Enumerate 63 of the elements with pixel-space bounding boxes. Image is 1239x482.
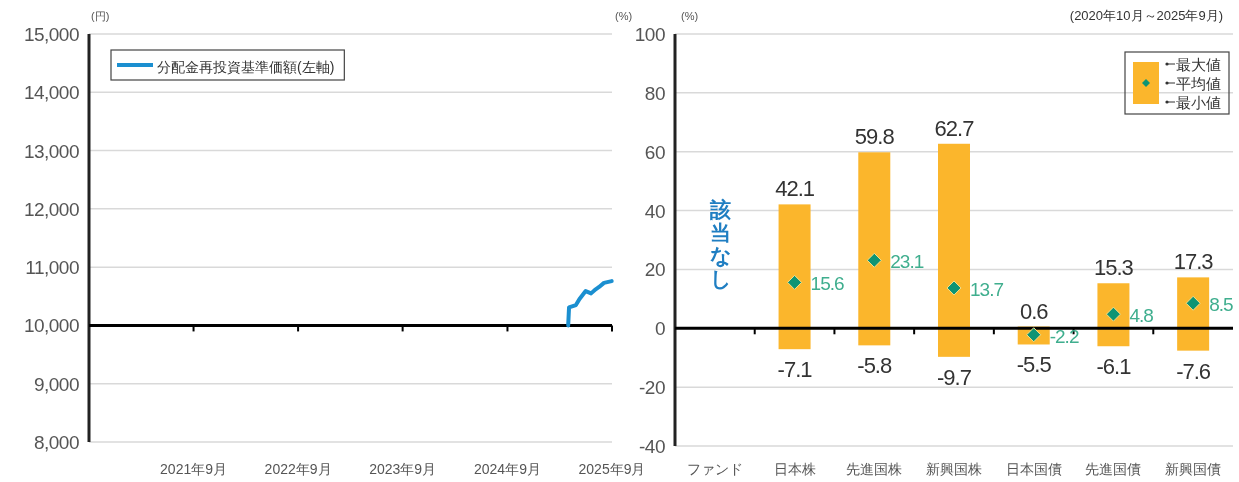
data-label: 4.8 xyxy=(1129,305,1154,327)
annotation: -6.1 xyxy=(1096,354,1132,380)
x-tick-label: 2022年9月 xyxy=(264,461,332,477)
bar xyxy=(858,152,891,346)
y-tick-label: -20 xyxy=(639,377,665,399)
y-tick-label: 80 xyxy=(644,82,665,104)
y-tick-label: 100 xyxy=(634,24,665,45)
y-tick-label: 14,000 xyxy=(23,82,79,104)
x-tick-label: 2021年9月 xyxy=(160,461,228,477)
line-series xyxy=(566,279,614,328)
x-tick-label: 日本株 xyxy=(773,461,816,477)
y-axis-title: (円) xyxy=(91,10,110,22)
y-tick-label: 13,000 xyxy=(23,140,79,162)
data-label: 42.1 xyxy=(775,176,815,202)
y-tick-label: 40 xyxy=(644,200,665,222)
point xyxy=(1185,295,1201,311)
y-tick-label: 9,000 xyxy=(33,373,79,395)
y-tick-label: -40 xyxy=(639,436,665,457)
x-tick-label: 2023年9月 xyxy=(369,461,437,477)
data-label: 8.5 xyxy=(1209,294,1233,316)
annotation: -7.1 xyxy=(777,357,813,383)
data-label: -2.2 xyxy=(1049,325,1079,347)
y-tick-label: 11,000 xyxy=(25,257,79,279)
y-tick-label: 15,000 xyxy=(23,24,79,45)
data-label: 62.7 xyxy=(934,115,975,141)
x-tick-label: 先進国株 xyxy=(846,461,903,477)
data-label: 13.7 xyxy=(970,278,1004,300)
chart-subtitle: (2020年10月～2025年9月) xyxy=(1069,8,1223,23)
data-label: 0.6 xyxy=(1019,298,1049,324)
y-tick-label: 20 xyxy=(644,259,665,281)
data-label: 17.3 xyxy=(1173,249,1214,275)
y-tick-label: 60 xyxy=(644,141,665,163)
y-axis-title: (%) xyxy=(681,10,699,22)
y-tick-label: 12,000 xyxy=(23,198,79,220)
x-tick-label: 2025年9月 xyxy=(578,461,646,477)
data-label: 23.1 xyxy=(890,251,924,273)
x-tick-label: 先進国債 xyxy=(1085,461,1142,477)
bar xyxy=(778,204,811,350)
point xyxy=(946,280,962,296)
data-label: 59.8 xyxy=(854,124,895,150)
annotation: -5.5 xyxy=(1016,352,1052,378)
x-tick-label: 新興国株 xyxy=(926,461,982,477)
x-tick-label: 日本国債 xyxy=(1005,461,1062,477)
annotation: -7.6 xyxy=(1176,358,1211,384)
text: (%) xyxy=(615,10,633,22)
point xyxy=(787,274,803,290)
y-tick-label: 10,000 xyxy=(23,315,79,337)
annotation: 最小値 xyxy=(1176,94,1221,111)
legend-label: 分配金再投資基準価額(左軸) xyxy=(157,59,335,75)
x-tick-label: ファンド xyxy=(686,461,743,477)
annotation: -9.7 xyxy=(937,364,972,390)
point xyxy=(866,252,882,268)
x-tick-label: 新興国債 xyxy=(1165,461,1222,477)
data-label: 15.6 xyxy=(810,273,844,295)
y-tick-label: 8,000 xyxy=(33,432,79,453)
text: 平均値 xyxy=(1176,75,1221,92)
x-tick-label: 2024年9月 xyxy=(473,461,541,477)
annotation: 該当なし xyxy=(709,197,732,290)
annotation: 最大値 xyxy=(1176,56,1221,73)
annotation: -5.8 xyxy=(857,353,892,379)
bar xyxy=(938,143,970,357)
data-label: 15.3 xyxy=(1094,255,1134,281)
y-tick-label: 0 xyxy=(654,318,665,340)
